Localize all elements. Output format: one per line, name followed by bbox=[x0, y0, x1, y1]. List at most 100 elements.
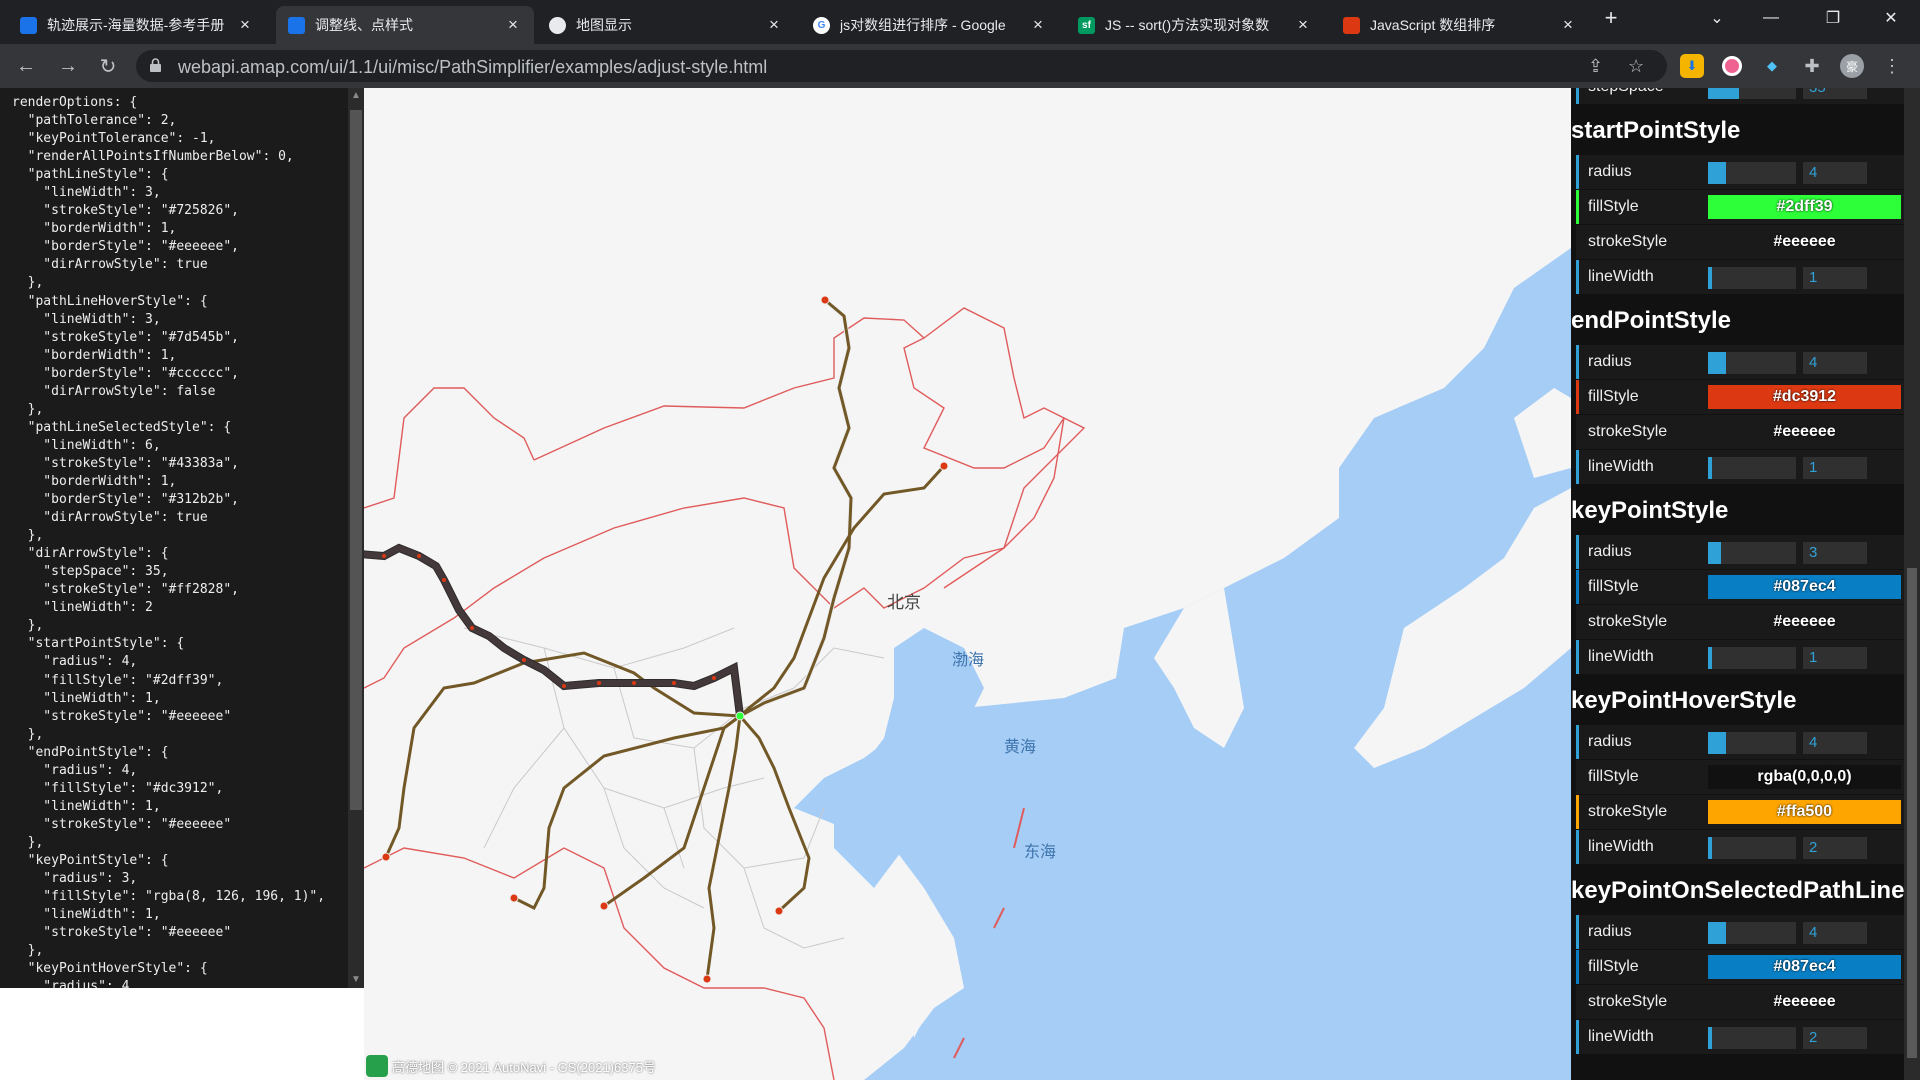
address-bar[interactable]: webapi.amap.com/ui/1.1/ui/misc/PathSimpl… bbox=[136, 50, 1667, 82]
maximize-button[interactable]: ❐ bbox=[1825, 10, 1841, 27]
color-value-field[interactable]: #eeeeee bbox=[1708, 610, 1901, 634]
map-canvas[interactable] bbox=[364, 88, 1571, 1080]
control-row-fillStyle[interactable]: fillStyle #2dff39 bbox=[1576, 190, 1904, 224]
color-value-field[interactable]: rgba(0,0,0,0) bbox=[1708, 765, 1901, 789]
close-tab-icon[interactable]: × bbox=[508, 15, 518, 34]
path-line-southwest[interactable] bbox=[513, 714, 741, 911]
download-extension-icon[interactable]: ⬇ bbox=[1680, 54, 1704, 78]
control-number-input[interactable]: 4 bbox=[1803, 922, 1867, 944]
path-line-northeast-1-stroke[interactable] bbox=[739, 298, 853, 718]
control-row-strokeStyle[interactable]: strokeStyle #eeeeee bbox=[1576, 605, 1904, 639]
control-number-input[interactable]: 1 bbox=[1803, 647, 1867, 669]
color-value-field[interactable]: #eeeeee bbox=[1708, 420, 1901, 444]
control-row-fillStyle[interactable]: fillStyle #087ec4 bbox=[1576, 570, 1904, 604]
color-value-field[interactable]: #087ec4 bbox=[1708, 575, 1901, 599]
control-row-fillStyle[interactable]: fillStyle rgba(0,0,0,0) bbox=[1576, 760, 1904, 794]
close-tab-icon[interactable]: × bbox=[1563, 15, 1573, 34]
control-slider[interactable] bbox=[1708, 647, 1796, 669]
control-number-input[interactable]: 4 bbox=[1803, 732, 1867, 754]
control-row-lineWidth[interactable]: lineWidth 1 bbox=[1576, 450, 1904, 484]
control-row-lineWidth[interactable]: lineWidth 1 bbox=[1576, 260, 1904, 294]
control-row-strokeStyle[interactable]: strokeStyle #eeeeee bbox=[1576, 225, 1904, 259]
code-scrollbar[interactable]: ▲ ▼ bbox=[348, 88, 364, 988]
color-value-field[interactable]: #dc3912 bbox=[1708, 385, 1901, 409]
minimize-button[interactable]: — bbox=[1763, 9, 1779, 26]
map-view[interactable]: 北京 渤海 黄海 东海 高德地图 © 2021 AutoNavi - GS(20… bbox=[364, 88, 1571, 1080]
tab-6[interactable]: JavaScript 数组排序 × bbox=[1331, 6, 1589, 44]
scroll-down-arrow-icon[interactable]: ▼ bbox=[351, 974, 361, 985]
control-number-input[interactable]: 1 bbox=[1803, 267, 1867, 289]
share-icon[interactable]: ⇪ bbox=[1588, 56, 1604, 76]
control-slider[interactable] bbox=[1708, 732, 1796, 754]
control-number-input[interactable]: 4 bbox=[1803, 352, 1867, 374]
control-slider[interactable] bbox=[1708, 457, 1796, 479]
control-row-radius[interactable]: radius 4 bbox=[1576, 915, 1904, 949]
control-row-strokeStyle[interactable]: strokeStyle #ffa500 bbox=[1576, 795, 1904, 829]
selected-path-line-inner[interactable] bbox=[364, 539, 743, 717]
start-point[interactable] bbox=[735, 711, 745, 721]
close-tab-icon[interactable]: × bbox=[240, 15, 250, 34]
control-slider[interactable] bbox=[1708, 352, 1796, 374]
control-slider[interactable] bbox=[1708, 88, 1796, 99]
control-row-fillStyle[interactable]: fillStyle #dc3912 bbox=[1576, 380, 1904, 414]
control-number-input[interactable]: 2 bbox=[1803, 1027, 1867, 1049]
reload-button[interactable]: ↻ bbox=[99, 55, 117, 78]
bookmark-star-icon[interactable]: ☆ bbox=[1628, 56, 1645, 76]
control-row-lineWidth[interactable]: lineWidth 2 bbox=[1576, 830, 1904, 864]
path-line-southeast[interactable] bbox=[738, 715, 811, 913]
diamond-extension-icon[interactable]: ◆ bbox=[1760, 54, 1784, 78]
tab-1[interactable]: 轨迹展示-海量数据-参考手册 × bbox=[8, 6, 266, 44]
tab-3[interactable]: 地图显示 × bbox=[537, 6, 795, 44]
back-button[interactable]: ← bbox=[16, 54, 36, 77]
tab-5[interactable]: sf JS -- sort()方法实现对象数 × bbox=[1066, 6, 1324, 44]
control-number-input[interactable]: 2 bbox=[1803, 837, 1867, 859]
render-options-code-panel[interactable]: renderOptions: { "pathTolerance": 2, "ke… bbox=[0, 88, 364, 988]
controls-scrollbar-thumb[interactable] bbox=[1907, 568, 1917, 1058]
control-slider[interactable] bbox=[1708, 162, 1796, 184]
extensions-puzzle-icon[interactable]: ✚ bbox=[1800, 54, 1824, 78]
control-row-fillStyle[interactable]: fillStyle #087ec4 bbox=[1576, 950, 1904, 984]
control-number-input[interactable]: 35 bbox=[1803, 88, 1867, 99]
close-tab-icon[interactable]: × bbox=[1298, 15, 1308, 34]
new-tab-button[interactable]: + bbox=[1604, 5, 1618, 30]
control-row-lineWidth[interactable]: lineWidth 2 bbox=[1576, 1020, 1904, 1054]
control-slider[interactable] bbox=[1708, 837, 1796, 859]
url-text[interactable]: webapi.amap.com/ui/1.1/ui/misc/PathSimpl… bbox=[178, 57, 768, 77]
control-row-radius[interactable]: radius 3 bbox=[1576, 535, 1904, 569]
browser-menu-icon[interactable]: ⋮ bbox=[1880, 54, 1904, 78]
control-row-radius[interactable]: radius 4 bbox=[1576, 725, 1904, 759]
control-row-strokeStyle[interactable]: strokeStyle #eeeeee bbox=[1576, 415, 1904, 449]
control-row-lineWidth[interactable]: lineWidth 1 bbox=[1576, 640, 1904, 674]
close-window-button[interactable]: ✕ bbox=[1884, 10, 1898, 27]
scroll-up-arrow-icon[interactable]: ▲ bbox=[351, 90, 361, 101]
control-row-strokeStyle[interactable]: strokeStyle #eeeeee bbox=[1576, 985, 1904, 1019]
color-value-field[interactable]: #eeeeee bbox=[1708, 990, 1901, 1014]
tab-search-icon[interactable]: ⌄ bbox=[1710, 10, 1724, 27]
control-number-input[interactable]: 1 bbox=[1803, 457, 1867, 479]
control-row-radius[interactable]: radius 4 bbox=[1576, 345, 1904, 379]
profile-avatar[interactable]: 豪 bbox=[1840, 54, 1864, 78]
record-extension-icon[interactable] bbox=[1720, 54, 1744, 78]
path-line-northeast-2[interactable] bbox=[739, 464, 946, 718]
code-scrollbar-thumb[interactable] bbox=[350, 110, 362, 810]
control-slider[interactable] bbox=[1708, 922, 1796, 944]
tab-2[interactable]: 调整线、点样式 × bbox=[276, 6, 534, 44]
path-line-south-1[interactable] bbox=[603, 714, 741, 908]
control-slider[interactable] bbox=[1708, 542, 1796, 564]
control-slider[interactable] bbox=[1708, 1027, 1796, 1049]
close-tab-icon[interactable]: × bbox=[1033, 15, 1043, 34]
forward-button[interactable]: → bbox=[58, 54, 78, 77]
color-value-field[interactable]: #eeeeee bbox=[1708, 230, 1901, 254]
color-value-field[interactable]: #ffa500 bbox=[1708, 800, 1901, 824]
path-line-south-2[interactable] bbox=[705, 715, 742, 980]
control-slider[interactable] bbox=[1708, 267, 1796, 289]
control-number-input[interactable]: 4 bbox=[1803, 162, 1867, 184]
control-number-input[interactable]: 3 bbox=[1803, 542, 1867, 564]
control-row-radius[interactable]: radius 4 bbox=[1576, 155, 1904, 189]
close-tab-icon[interactable]: × bbox=[769, 15, 779, 34]
color-value-field[interactable]: #087ec4 bbox=[1708, 955, 1901, 979]
controls-scrollbar[interactable] bbox=[1904, 88, 1920, 1080]
style-controls-panel[interactable]: stepSpace 35 startPointStyle radius 4 fillSty… bbox=[1571, 88, 1904, 1080]
path-line-west[interactable] bbox=[384, 651, 741, 858]
